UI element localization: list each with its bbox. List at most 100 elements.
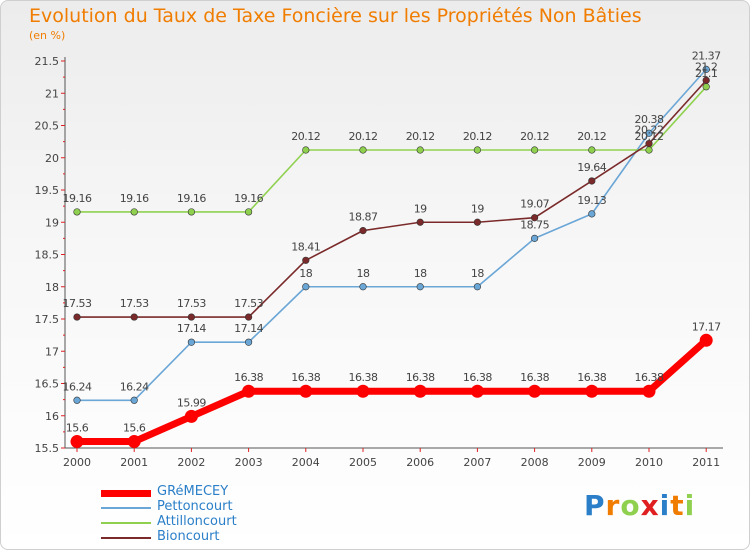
y-tick-label: 17.5 <box>35 313 60 326</box>
legend-label: Pettoncourt <box>157 499 233 514</box>
data-label-gr-mecey: 16.38 <box>234 371 263 384</box>
data-point-bioncourt <box>473 218 482 226</box>
data-point-gr-mecey <box>242 384 256 398</box>
logo-letter: t <box>670 489 685 522</box>
data-point-pettoncourt <box>245 338 253 346</box>
x-tick-label: 2006 <box>406 456 434 469</box>
data-label-pettoncourt: 16.24 <box>63 380 92 393</box>
data-label-pettoncourt: 20.38 <box>635 113 664 126</box>
data-point-attilloncourt <box>416 146 424 154</box>
data-label-bioncourt: 17.53 <box>234 297 263 310</box>
data-point-bioncourt <box>302 256 310 264</box>
data-point-attilloncourt <box>588 146 596 154</box>
data-point-gr-mecey <box>413 384 427 398</box>
data-label-attilloncourt: 19.16 <box>120 192 149 205</box>
x-tick-label: 2008 <box>521 456 549 469</box>
data-label-bioncourt: 19.64 <box>577 161 606 174</box>
data-point-attilloncourt <box>702 83 710 91</box>
data-point-pettoncourt <box>416 283 424 291</box>
data-label-attilloncourt: 21.1 <box>695 67 718 80</box>
data-point-attilloncourt <box>130 208 138 216</box>
data-label-bioncourt: 19 <box>471 202 484 215</box>
data-point-attilloncourt <box>187 208 195 216</box>
data-label-pettoncourt: 16.24 <box>120 380 149 393</box>
data-point-pettoncourt <box>187 338 195 346</box>
data-label-gr-mecey: 16.38 <box>520 371 549 384</box>
x-tick-label: 2009 <box>578 456 606 469</box>
data-label-pettoncourt: 18 <box>471 267 484 280</box>
data-point-pettoncourt <box>73 396 81 404</box>
y-tick-label: 19.5 <box>35 184 60 197</box>
data-label-pettoncourt: 19.13 <box>577 194 606 207</box>
data-point-bioncourt <box>702 76 710 84</box>
y-tick-label: 18.5 <box>35 249 60 262</box>
data-point-bioncourt <box>530 214 539 222</box>
logo-letter: x <box>640 489 660 522</box>
data-point-attilloncourt <box>245 208 253 216</box>
data-label-attilloncourt: 20.12 <box>520 130 549 143</box>
y-tick-label: 20 <box>45 152 59 165</box>
series-line-bioncourt <box>76 79 708 318</box>
x-tick-label: 2002 <box>177 456 205 469</box>
data-point-pettoncourt <box>130 396 138 404</box>
data-label-bioncourt: 19.07 <box>520 198 549 211</box>
data-point-attilloncourt <box>473 146 482 154</box>
data-label-bioncourt: 17.53 <box>120 297 149 310</box>
x-tick-label: 2010 <box>635 456 663 469</box>
legend-swatch <box>101 490 151 497</box>
data-point-pettoncourt <box>473 283 482 291</box>
data-label-attilloncourt: 20.12 <box>577 130 606 143</box>
data-point-bioncourt <box>245 313 253 321</box>
data-label-bioncourt: 18.41 <box>291 240 320 253</box>
data-point-attilloncourt <box>302 146 310 154</box>
legend-swatch <box>101 522 151 524</box>
x-tick-label: 2005 <box>349 456 377 469</box>
data-point-bioncourt <box>588 177 596 185</box>
legend-label: Attilloncourt <box>157 514 237 529</box>
data-point-gr-mecey <box>470 384 484 398</box>
data-point-attilloncourt <box>645 146 653 154</box>
data-point-attilloncourt <box>359 146 367 154</box>
y-tick-label: 15.5 <box>35 442 60 455</box>
series-line-gr-mecey <box>73 336 710 446</box>
data-point-gr-mecey <box>299 384 313 398</box>
y-tick-label: 21.5 <box>35 55 60 68</box>
x-tick-label: 2004 <box>292 456 320 469</box>
data-label-attilloncourt: 20.12 <box>349 130 378 143</box>
data-point-bioncourt <box>416 218 424 226</box>
data-point-pettoncourt <box>588 210 596 218</box>
data-label-attilloncourt: 20.12 <box>635 130 664 143</box>
y-tick-label: 16 <box>45 410 59 423</box>
y-tick-label: 20.5 <box>35 120 60 133</box>
data-point-gr-mecey <box>699 333 713 347</box>
data-label-attilloncourt: 19.16 <box>234 192 263 205</box>
data-label-pettoncourt: 18 <box>299 267 312 280</box>
data-label-pettoncourt: 17.14 <box>234 322 263 335</box>
data-label-pettoncourt: 21.37 <box>692 49 721 62</box>
data-label-gr-mecey: 16.38 <box>635 371 664 384</box>
data-point-pettoncourt <box>702 65 710 73</box>
legend-label: GRéMECEY <box>157 484 229 499</box>
chart-title: Evolution du Taux de Taxe Foncière sur l… <box>29 5 642 27</box>
data-point-bioncourt <box>359 227 367 235</box>
logo-letter: i <box>684 489 696 522</box>
x-tick-label: 2007 <box>463 456 491 469</box>
y-tick-label: 19 <box>45 216 59 229</box>
legend-swatch <box>101 537 151 539</box>
legend-label: Bioncourt <box>157 529 220 544</box>
data-label-bioncourt: 17.53 <box>177 297 206 310</box>
data-point-pettoncourt <box>530 234 539 242</box>
data-label-pettoncourt: 17.14 <box>177 322 206 335</box>
data-label-pettoncourt: 18 <box>414 267 427 280</box>
x-tick-label: 2001 <box>120 456 148 469</box>
data-label-gr-mecey: 16.38 <box>349 371 378 384</box>
data-label-bioncourt: 18.87 <box>349 211 378 224</box>
data-point-gr-mecey <box>528 384 542 398</box>
chart-subtitle: (en %) <box>29 29 66 42</box>
y-tick-label: 18 <box>45 281 59 294</box>
legend-swatch <box>101 507 151 509</box>
data-point-pettoncourt <box>302 283 310 291</box>
y-tick-label: 17 <box>45 345 59 358</box>
